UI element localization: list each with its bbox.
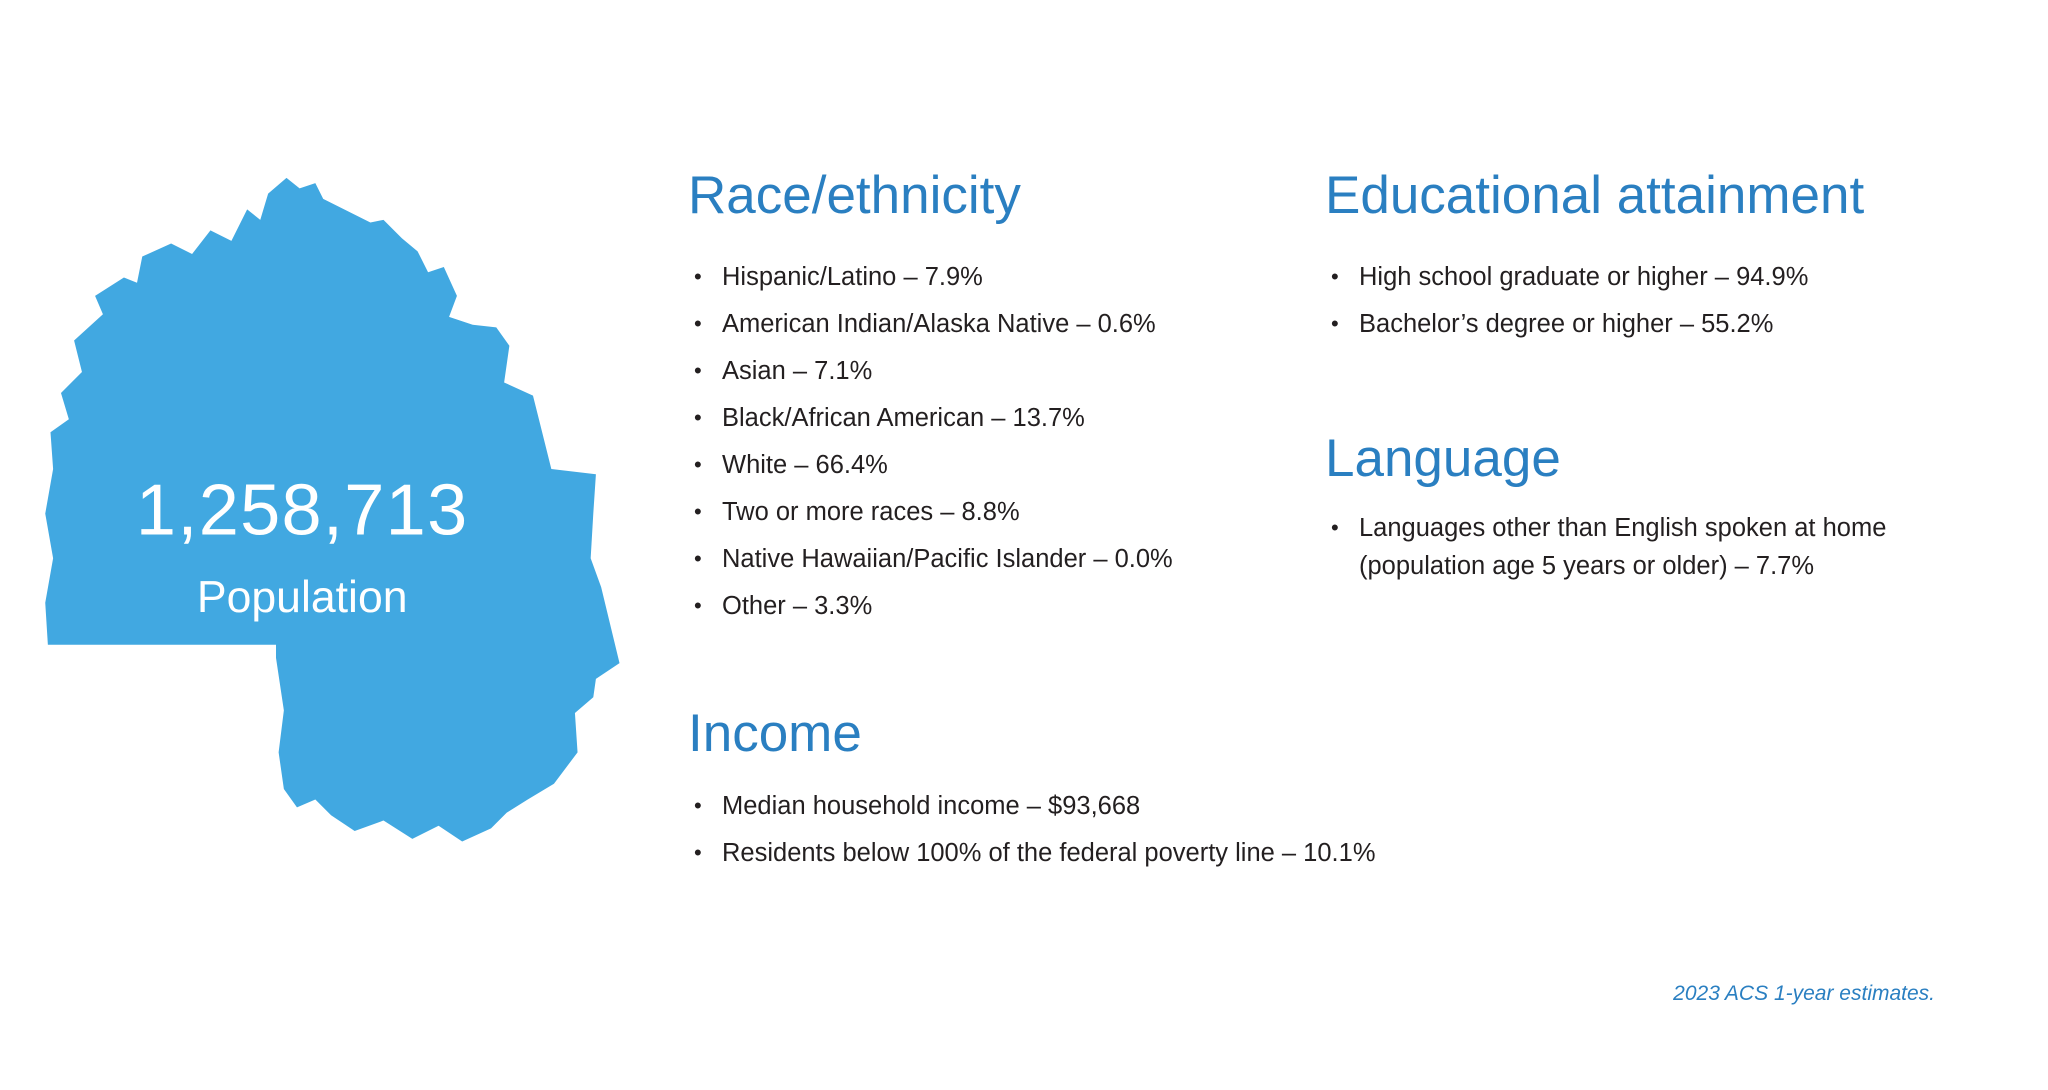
race-ethnicity-list: Hispanic/Latino – 7.9% American Indian/A…: [688, 258, 1568, 634]
section-title-language: Language: [1325, 429, 1561, 488]
county-map: 1,258,713 Population: [40, 170, 630, 852]
list-item: Languages other than English spoken at h…: [1325, 509, 1980, 585]
income-list: Median household income – $93,668 Reside…: [688, 787, 1568, 881]
population-value: 1,258,713: [136, 471, 469, 551]
list-item: Hispanic/Latino – 7.9%: [688, 258, 1568, 296]
list-item: Median household income – $93,668: [688, 787, 1568, 825]
list-item: White – 66.4%: [688, 446, 1568, 484]
educational-attainment-list: High school graduate or higher – 94.9% B…: [1325, 258, 2025, 352]
list-item: Other – 3.3%: [688, 587, 1568, 625]
county-shape: [45, 177, 620, 842]
list-item: American Indian/Alaska Native – 0.6%: [688, 305, 1568, 343]
list-item: Asian – 7.1%: [688, 352, 1568, 390]
section-title-educational-attainment: Educational attainment: [1325, 166, 1865, 225]
source-note: 2023 ACS 1-year estimates.: [1673, 982, 1935, 1005]
list-item: Native Hawaiian/Pacific Islander – 0.0%: [688, 540, 1568, 578]
list-item: Residents below 100% of the federal pove…: [688, 834, 1568, 872]
county-map-svg: 1,258,713 Population: [45, 177, 620, 842]
section-title-income: Income: [688, 704, 862, 763]
list-item: Black/African American – 13.7%: [688, 399, 1568, 437]
list-item: High school graduate or higher – 94.9%: [1325, 258, 2025, 296]
list-item: Two or more races – 8.8%: [688, 493, 1568, 531]
language-list: Languages other than English spoken at h…: [1325, 509, 1980, 594]
section-title-race-ethnicity: Race/ethnicity: [688, 166, 1021, 225]
list-item: Bachelor’s degree or higher – 55.2%: [1325, 305, 2025, 343]
population-label: Population: [197, 573, 408, 622]
